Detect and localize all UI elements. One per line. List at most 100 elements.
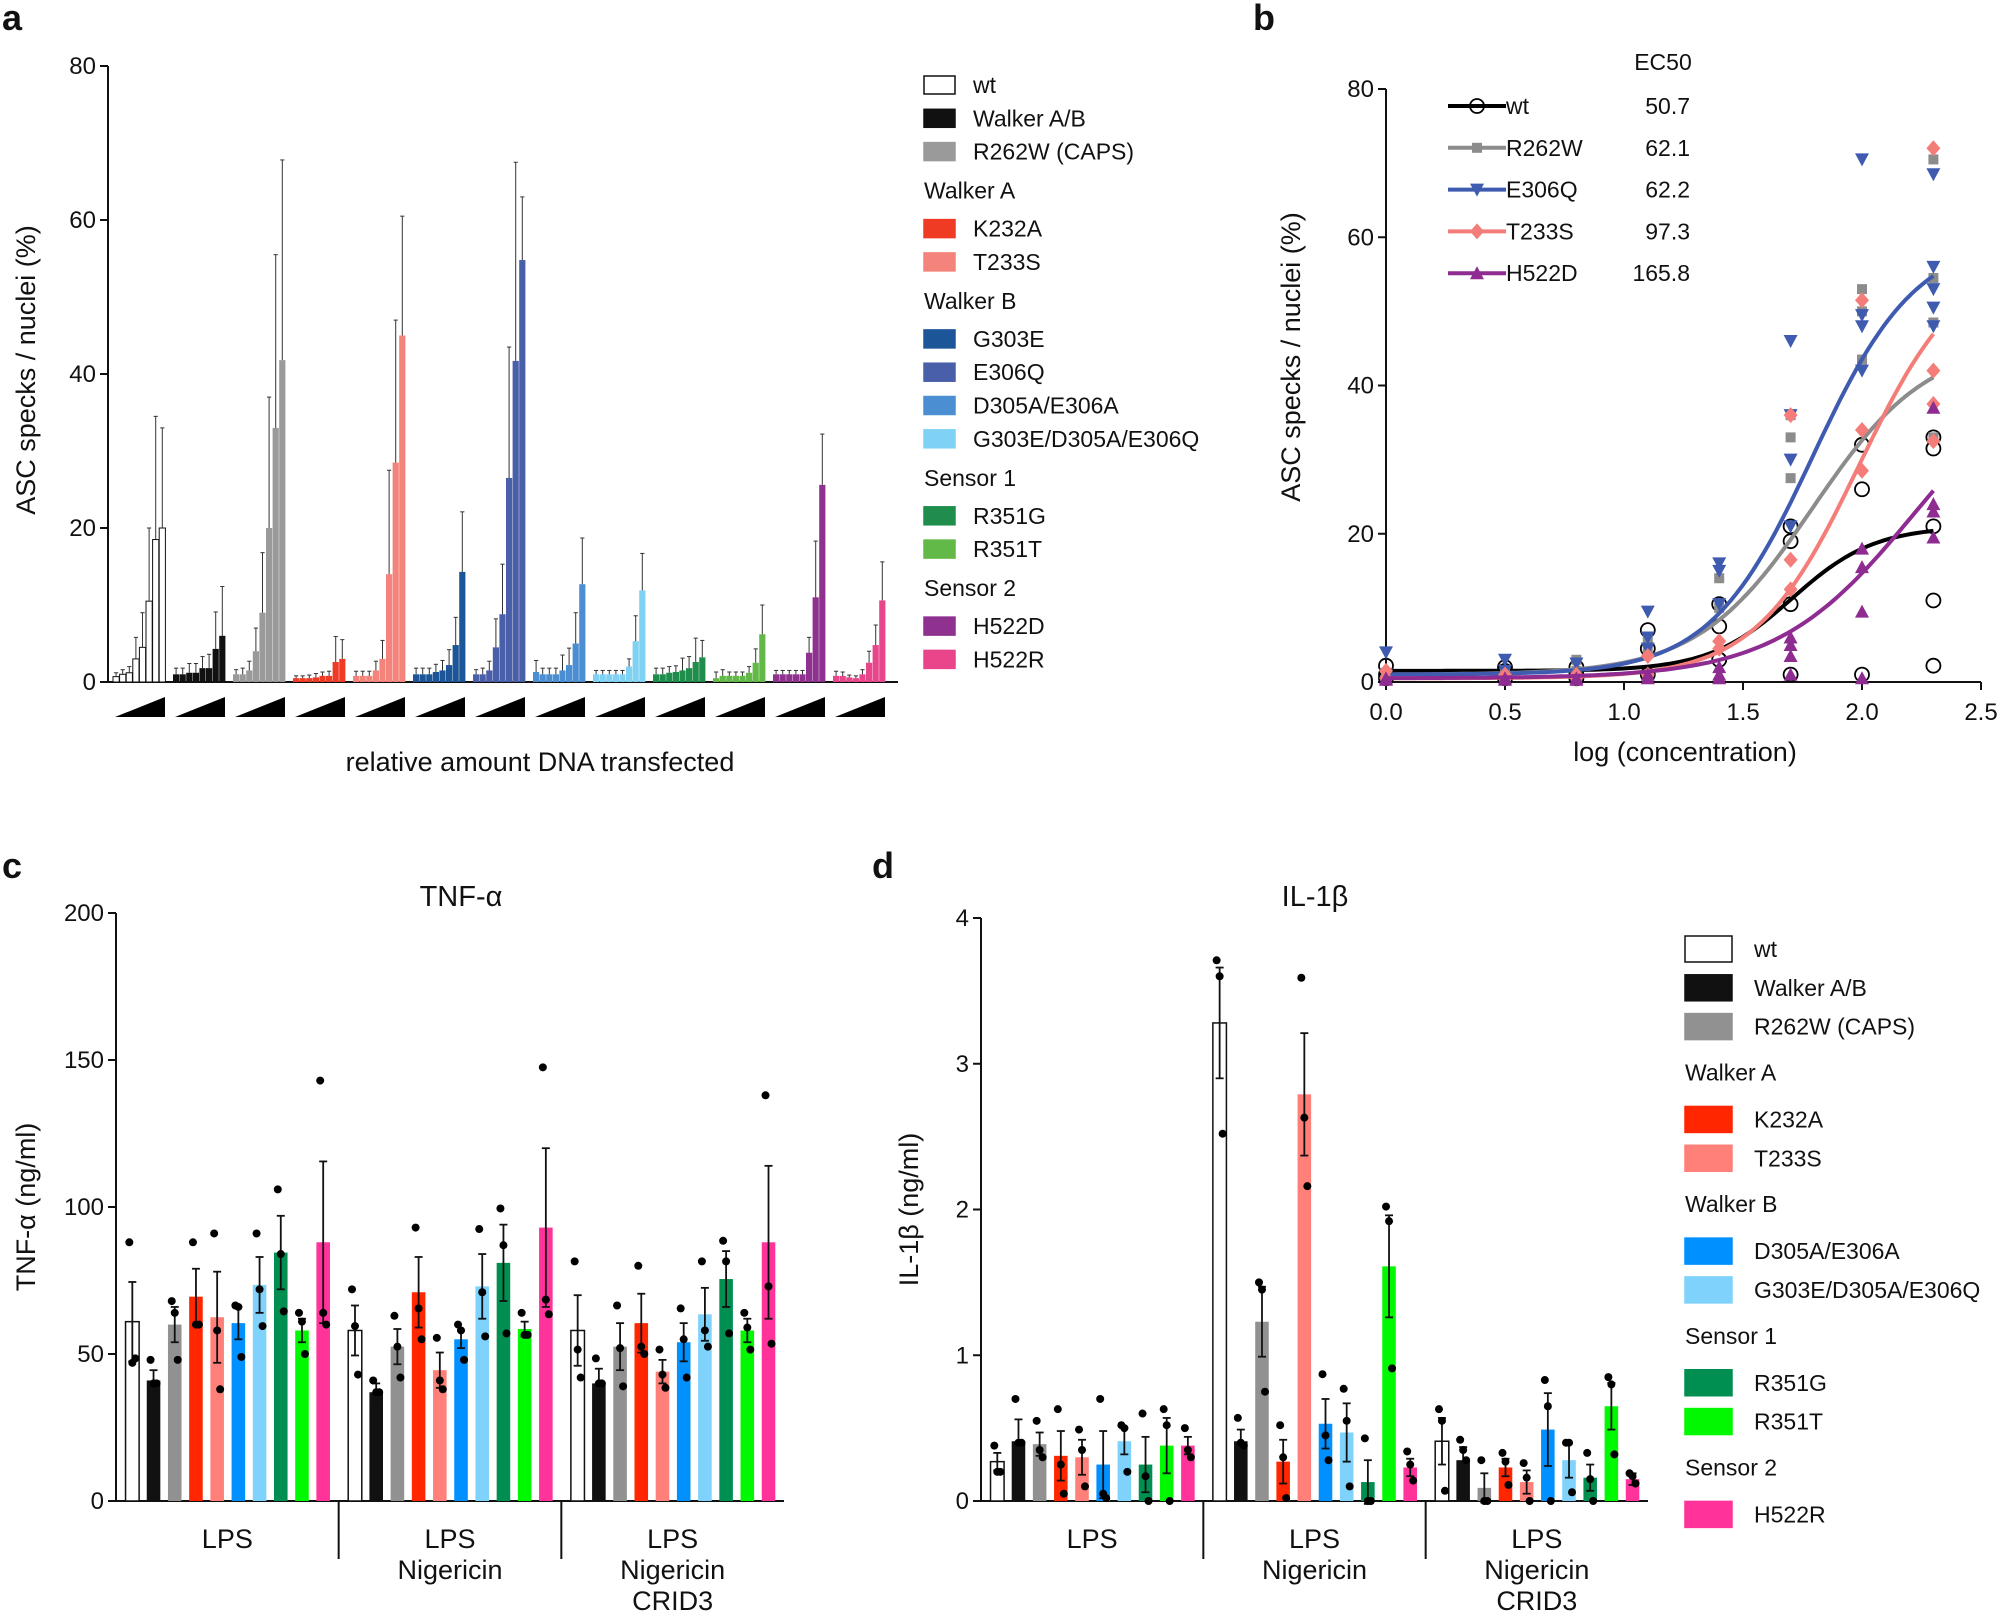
data-point-t233s	[1926, 140, 1941, 157]
bar-h522r	[316, 1242, 330, 1501]
legend-swatch	[923, 329, 956, 349]
data-point-h522d	[1498, 672, 1512, 686]
data-point-t233s	[1855, 421, 1869, 438]
data-point	[460, 1355, 469, 1364]
data-point	[700, 1326, 709, 1335]
data-point	[1138, 1409, 1147, 1418]
data-point	[761, 1091, 770, 1100]
data-point	[393, 1342, 402, 1351]
data-point	[258, 1322, 267, 1331]
data-point-h522d	[1855, 541, 1869, 555]
bar-r351g	[692, 661, 699, 682]
bar-d305a-e306a	[533, 671, 540, 682]
bar-wt	[145, 600, 153, 683]
bar-walker-a-b	[1456, 1460, 1470, 1501]
data-point	[658, 1370, 667, 1379]
bar-walker-a-b	[212, 648, 219, 682]
x-tick-label: 1.0	[1607, 699, 1640, 726]
legend-swatch	[1684, 1407, 1733, 1436]
legend-swatch	[923, 395, 956, 416]
data-point	[1032, 1416, 1041, 1425]
data-point	[152, 1379, 161, 1388]
data-point	[725, 1329, 734, 1338]
legend-marker	[1470, 266, 1484, 280]
panel-letter-c: c	[2, 845, 22, 886]
data-point	[297, 1317, 306, 1326]
data-point	[1144, 1497, 1153, 1505]
legend-marker	[1470, 183, 1484, 197]
bar-e306q	[499, 614, 506, 682]
group-label: Nigericin	[397, 1555, 502, 1585]
legend-group-header: Walker A	[924, 178, 1016, 204]
dna-amount-gradient-triangle	[175, 697, 225, 717]
data-point	[1607, 1380, 1616, 1389]
panel-b-dose-response-chart: 0 20 40 60 80 ASC specks / nuclei (%) 0.0 0.5 1.…	[1276, 49, 1998, 767]
y-tick-label: 50	[77, 1341, 104, 1368]
legend-ec50-value: 97.3	[1645, 218, 1690, 244]
data-point	[316, 1076, 325, 1085]
y-axis-label: ASC specks / nuclei (%)	[1276, 212, 1306, 502]
bar-r351g	[666, 672, 673, 682]
legend-swatch	[923, 649, 956, 670]
bar-h522d	[773, 674, 780, 682]
data-point	[276, 1250, 285, 1259]
bar-wt	[112, 676, 120, 683]
data-point	[996, 1467, 1005, 1476]
legend-label: R351T	[1754, 1409, 1823, 1435]
bar-g303e	[446, 665, 453, 682]
x-tick-label: 0.5	[1488, 699, 1521, 726]
bar-t233s	[353, 675, 360, 682]
bar-h522r	[852, 678, 859, 682]
legend-label: H522D	[973, 613, 1045, 639]
data-point	[1522, 1473, 1531, 1482]
bar-walker-a-b	[199, 668, 206, 682]
data-point	[767, 1339, 776, 1348]
legend-swatch	[1684, 1276, 1733, 1304]
data-point	[1546, 1497, 1555, 1505]
data-point	[1501, 1457, 1510, 1466]
data-point-r262w	[1714, 573, 1725, 584]
data-point	[1628, 1472, 1637, 1481]
data-point-t233s	[1712, 640, 1727, 657]
legend-swatch	[923, 252, 956, 272]
legend-group-header: Sensor 2	[924, 575, 1016, 601]
data-point	[319, 1308, 328, 1317]
data-point-h522d	[1379, 672, 1393, 686]
data-point	[1233, 1413, 1242, 1422]
bar-wt	[125, 672, 133, 683]
legend-label: Walker A/B	[1754, 975, 1867, 1001]
data-point	[273, 1185, 282, 1194]
data-point	[743, 1323, 752, 1332]
data-point-h522d	[1926, 497, 1941, 511]
bar-wt	[1212, 1022, 1228, 1502]
data-point	[1382, 1202, 1391, 1211]
bar-h522d	[806, 652, 813, 682]
data-point	[1610, 1450, 1619, 1459]
bar-h522r	[866, 662, 873, 682]
bar-g303e-d305a-e306q	[599, 674, 606, 682]
data-point	[1239, 1441, 1248, 1450]
data-point	[173, 1355, 182, 1364]
data-point-e306q	[1640, 605, 1655, 619]
data-point-h522d	[1783, 649, 1798, 663]
bar-h522d	[779, 674, 786, 682]
data-point-t233s	[1855, 462, 1869, 479]
y-tick-label: 150	[64, 1047, 104, 1074]
bar-d305a-e306a	[566, 665, 573, 682]
data-point	[740, 1308, 749, 1317]
legend-swatch	[923, 218, 956, 239]
legend-marker	[1472, 142, 1482, 153]
bar-wt	[132, 658, 140, 683]
data-point-t233s	[1783, 551, 1798, 568]
data-point	[390, 1311, 399, 1320]
data-point	[1035, 1445, 1044, 1454]
data-point	[369, 1376, 378, 1385]
bar-h522d	[819, 484, 826, 682]
data-point	[1583, 1448, 1592, 1457]
bar-k232a	[312, 677, 319, 682]
data-point	[210, 1229, 219, 1238]
data-point	[1078, 1445, 1087, 1454]
data-point-e306q	[1498, 653, 1512, 667]
group-label: Nigericin	[620, 1555, 725, 1585]
fit-curve-e306q	[1386, 274, 1935, 677]
